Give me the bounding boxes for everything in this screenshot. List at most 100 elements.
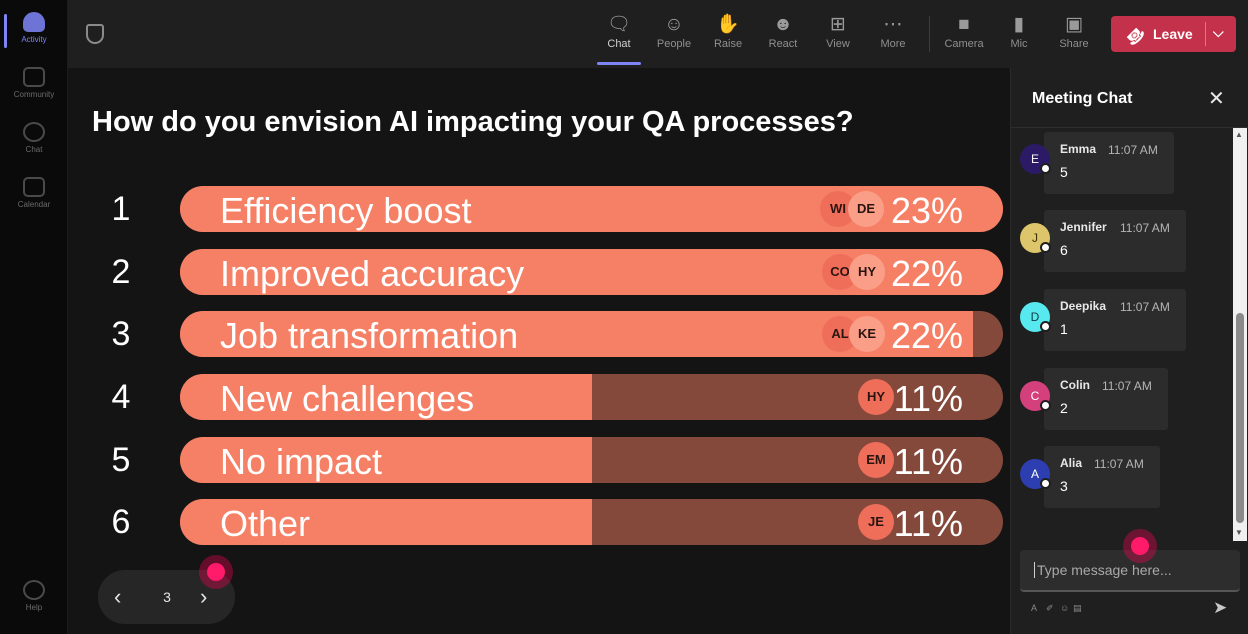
option-number: 6 — [111, 503, 131, 541]
option-bar-fill — [180, 374, 592, 420]
rail-item-help[interactable]: Help — [0, 580, 68, 612]
share-button[interactable]: ▣ Share — [1047, 12, 1101, 50]
chat-message: Jennifer 11:07 AM 6 — [1044, 210, 1186, 272]
option-bar: Job transformation AL KE 22% — [180, 311, 1003, 357]
mic-button-label: Mic — [1010, 38, 1028, 50]
message-sender: Jennifer — [1060, 220, 1107, 234]
rail-item-activity[interactable]: Activity — [0, 12, 68, 48]
message-time: 11:07 AM — [1120, 221, 1170, 235]
share-screen-icon: ▣ — [1065, 14, 1083, 35]
scroll-down-icon[interactable]: ▼ — [1235, 528, 1243, 537]
click-indicator — [199, 555, 233, 589]
avatar[interactable]: J — [1020, 223, 1051, 253]
leave-button-label: Leave — [1153, 26, 1193, 42]
more-button-label: More — [880, 38, 906, 50]
chat-message: Emma 11:07 AM 5 — [1044, 132, 1174, 194]
phone-hangup-icon: ☎ — [1121, 22, 1148, 49]
status-icon — [1040, 321, 1051, 332]
send-icon[interactable]: ➤ — [1213, 598, 1228, 617]
status-icon — [1040, 242, 1051, 253]
grid-icon: ⊞ — [830, 14, 846, 35]
community-icon — [23, 67, 45, 87]
poll-option: 6 Other JE 11% — [68, 499, 1010, 545]
option-label: New challenges — [220, 378, 475, 419]
leave-divider — [1205, 22, 1206, 46]
status-icon — [1040, 163, 1051, 174]
scrollbar-thumb[interactable] — [1236, 313, 1244, 523]
react-button-label: React — [768, 38, 798, 50]
chevron-down-icon[interactable]: ⌵ — [1213, 24, 1224, 40]
avatar[interactable]: E — [1020, 144, 1051, 174]
message-time: 11:07 AM — [1108, 143, 1158, 157]
option-percent: 11% — [893, 378, 963, 419]
chevron-left-icon[interactable]: ‹ — [114, 584, 122, 609]
option-number: 4 — [111, 378, 131, 416]
leave-button[interactable]: ☎ Leave ⌵ — [1111, 16, 1236, 52]
voter-avatar: HY — [858, 379, 894, 415]
avatar-initial: D — [1030, 310, 1040, 324]
emoji-icon[interactable]: ☺ — [1060, 603, 1070, 613]
message-compose-box[interactable] — [1020, 550, 1240, 592]
message-text: 6 — [1060, 242, 1068, 258]
mic-button[interactable]: ▮ Mic — [992, 12, 1046, 50]
poll-stage: How do you envision AI impacting your QA… — [68, 68, 1010, 634]
format-icon[interactable]: A — [1031, 603, 1038, 613]
chat-button[interactable]: 🗨 Chat — [592, 12, 646, 65]
option-number: 5 — [111, 441, 131, 479]
option-percent: 11% — [893, 503, 963, 544]
more-dots-icon: ⋯ — [883, 14, 903, 35]
chat-panel-title: Meeting Chat — [1032, 90, 1133, 107]
more-button[interactable]: ⋯ More — [866, 12, 920, 50]
rail-item-calendar[interactable]: Calendar — [0, 177, 68, 209]
voter-avatar: DE — [848, 191, 884, 227]
avatar[interactable]: A — [1020, 459, 1051, 489]
raise-button-label: Raise — [713, 38, 743, 50]
raise-hand-button[interactable]: ✋ Raise — [701, 12, 755, 50]
camera-button[interactable]: ■ Camera — [937, 12, 991, 50]
option-percent: 23% — [890, 190, 963, 231]
message-input[interactable] — [1034, 562, 1224, 578]
message-text: 5 — [1060, 164, 1068, 180]
option-label: Improved accuracy — [220, 253, 525, 294]
gif-icon[interactable]: ▤ — [1073, 603, 1082, 613]
close-icon[interactable]: ✕ — [1208, 88, 1225, 110]
people-button[interactable]: ☺ People — [647, 12, 701, 50]
scroll-up-icon[interactable]: ▲ — [1235, 130, 1243, 139]
chat-message: Colin 11:07 AM 2 — [1044, 368, 1168, 430]
rail-item-community[interactable]: Community — [0, 67, 68, 99]
chat-icon: 🗨 — [606, 14, 632, 35]
avatar[interactable]: D — [1020, 302, 1051, 332]
avatar[interactable]: C — [1020, 381, 1051, 411]
status-icon — [1040, 400, 1051, 411]
view-button-label: View — [826, 38, 850, 50]
message-text: 3 — [1060, 478, 1068, 494]
rail-item-chat[interactable]: Chat — [0, 122, 68, 154]
voter-avatar: JE — [858, 504, 894, 540]
option-percent: 11% — [893, 441, 963, 482]
hand-icon: ✋ — [716, 14, 740, 35]
react-button[interactable]: ☻ React — [756, 12, 810, 50]
status-icon — [1040, 478, 1051, 489]
option-bar: Efficiency boost WI DE 23% — [180, 186, 1003, 232]
shield-icon[interactable] — [86, 24, 104, 44]
poll-question: How do you envision AI impacting your QA… — [92, 106, 854, 138]
chevron-right-icon[interactable]: › — [200, 584, 208, 609]
option-number: 2 — [111, 253, 131, 291]
message-time: 11:07 AM — [1102, 379, 1152, 393]
rail-label: Community — [13, 90, 55, 99]
chat-scrollbar[interactable]: ▲ ▼ — [1233, 128, 1247, 541]
attach-icon[interactable]: ✐ — [1046, 603, 1054, 613]
chat-message: Alia 11:07 AM 3 — [1044, 446, 1160, 508]
voter-avatar: KE — [849, 316, 885, 352]
rail-label: Chat — [25, 145, 43, 154]
option-percent: 22% — [890, 315, 963, 356]
rail-label: Help — [25, 603, 43, 612]
view-button[interactable]: ⊞ View — [811, 12, 865, 50]
poll-option: 2 Improved accuracy CO HY 22% — [68, 249, 1010, 295]
message-sender: Emma — [1060, 142, 1097, 156]
poll-option: 1 Efficiency boost WI DE 23% — [68, 186, 1010, 232]
page-number: 3 — [163, 589, 171, 605]
chat-icon — [23, 122, 45, 142]
calendar-icon — [23, 177, 45, 197]
option-bar: No impact EM 11% — [180, 437, 1003, 483]
